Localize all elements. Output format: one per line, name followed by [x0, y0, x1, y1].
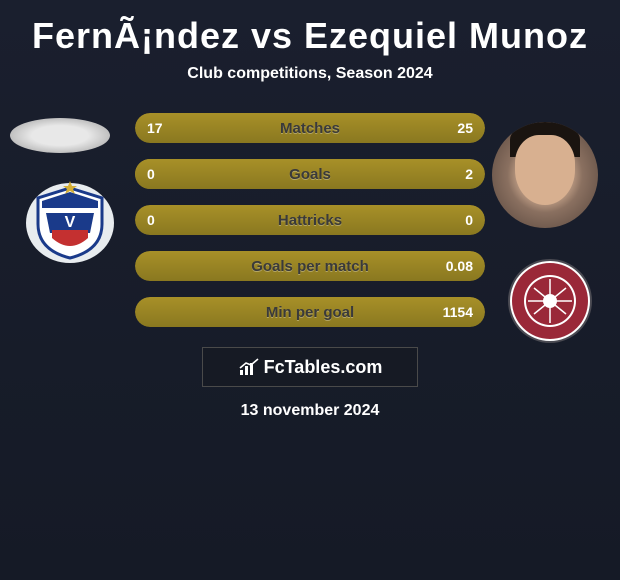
- stat-row: Goals per match0.08: [135, 251, 485, 281]
- comparison-title: FernÃ¡ndez vs Ezequiel Munoz: [5, 15, 615, 57]
- stat-value-right: 1154: [443, 297, 473, 327]
- stat-label: Goals per match: [135, 251, 485, 281]
- branding-text: FcTables.com: [264, 357, 383, 378]
- stat-value-left: 17: [147, 113, 163, 143]
- stat-value-right: 0.08: [446, 251, 473, 281]
- stat-value-right: 25: [457, 113, 473, 143]
- player-avatar-left: [10, 118, 110, 153]
- stat-label: Goals: [135, 159, 485, 189]
- stat-row: Min per goal1154: [135, 297, 485, 327]
- stat-label: Hattricks: [135, 205, 485, 235]
- comparison-subtitle: Club competitions, Season 2024: [5, 65, 615, 83]
- svg-text:V: V: [65, 214, 76, 231]
- stat-label: Min per goal: [135, 297, 485, 327]
- stat-row: 0Hattricks0: [135, 205, 485, 235]
- stat-value-left: 0: [147, 159, 155, 189]
- chart-icon: [238, 358, 260, 376]
- stat-value-right: 0: [465, 205, 473, 235]
- stat-label: Matches: [135, 113, 485, 143]
- stat-value-right: 2: [465, 159, 473, 189]
- generation-date: 13 november 2024: [5, 402, 615, 420]
- stat-value-left: 0: [147, 205, 155, 235]
- branding-box: FcTables.com: [202, 347, 418, 387]
- stats-table: 17Matches250Goals20Hattricks0Goals per m…: [135, 113, 485, 327]
- club-badge-left: V: [20, 178, 120, 264]
- club-badge-right: [498, 258, 602, 344]
- stat-row: 17Matches25: [135, 113, 485, 143]
- stat-row: 0Goals2: [135, 159, 485, 189]
- player-avatar-right: [492, 122, 598, 228]
